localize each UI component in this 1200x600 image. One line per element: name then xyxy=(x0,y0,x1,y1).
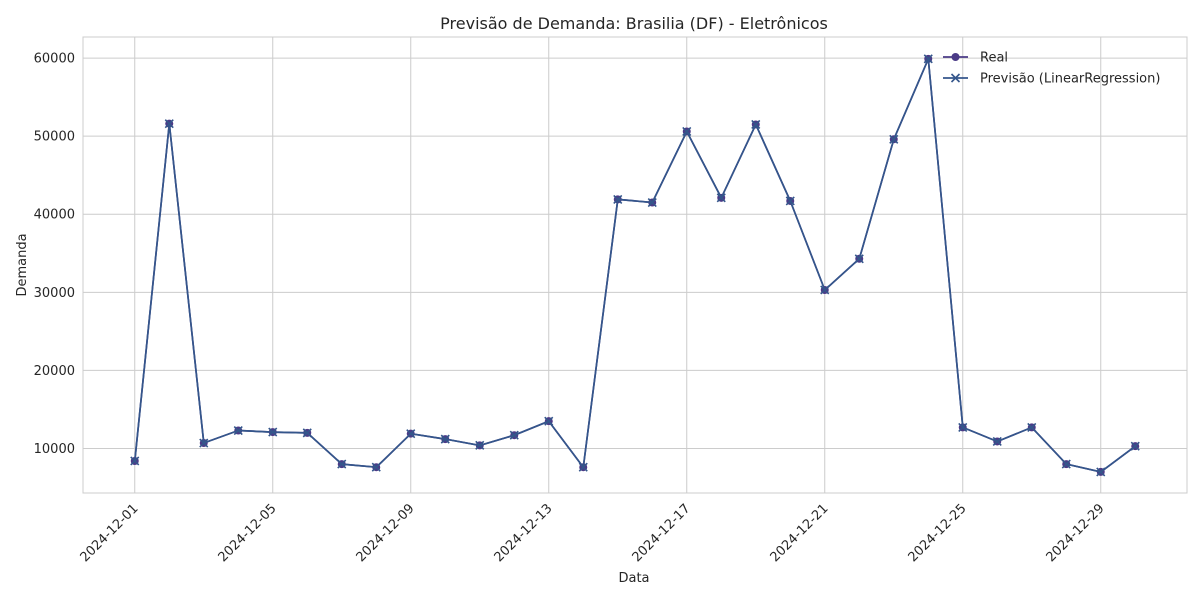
data-point xyxy=(958,422,968,432)
plot-frame xyxy=(82,36,1188,494)
data-point xyxy=(785,196,795,206)
x-axis-label: Data xyxy=(618,571,649,586)
x-tick-label: 2024-12-05 xyxy=(216,501,280,565)
grid xyxy=(83,37,1187,493)
data-point xyxy=(268,427,278,437)
data-point xyxy=(682,126,692,137)
data-point xyxy=(578,462,588,472)
data-point xyxy=(544,416,554,426)
y-tick-label: 20000 xyxy=(34,364,75,379)
x-axis: 2024-12-01 2024-12-05 2024-12-09 2024-12-13… xyxy=(78,501,1108,565)
data-point xyxy=(1096,467,1106,477)
data-point xyxy=(440,434,450,444)
legend-item: Previsão (LinearRegression) xyxy=(943,72,1160,87)
data-point xyxy=(406,429,416,439)
series-layer xyxy=(130,54,1140,477)
legend-label: Real xyxy=(980,51,1008,66)
x-tick-label: 2024-12-25 xyxy=(906,501,970,565)
x-tick-label: 2024-12-17 xyxy=(630,501,694,565)
series-line xyxy=(133,58,1136,473)
x-tick-label: 2024-12-09 xyxy=(354,501,418,565)
series-previsao xyxy=(130,54,1140,477)
data-point xyxy=(130,456,140,466)
data-point xyxy=(475,440,485,450)
data-point xyxy=(371,462,381,472)
legend-label: Previsão (LinearRegression) xyxy=(980,72,1160,87)
y-tick-label: 10000 xyxy=(34,442,75,457)
x-tick-label: 2024-12-29 xyxy=(1044,501,1108,565)
series-line xyxy=(133,58,1136,473)
data-point xyxy=(1027,422,1037,432)
data-point xyxy=(302,428,312,438)
data-point xyxy=(889,134,899,144)
legend-marker xyxy=(951,53,960,61)
data-point xyxy=(233,425,243,436)
x-tick-label: 2024-12-21 xyxy=(768,501,832,565)
data-point xyxy=(716,193,726,203)
chart-title: Previsão de Demanda: Brasilia (DF) - Ele… xyxy=(440,14,828,33)
data-point xyxy=(164,119,174,129)
legend-marker xyxy=(950,73,961,83)
legend-item: Real xyxy=(943,51,1008,66)
data-point xyxy=(647,197,657,208)
data-point xyxy=(751,119,761,130)
data-point xyxy=(854,254,864,264)
series-real xyxy=(130,54,1140,476)
data-point xyxy=(820,285,830,295)
data-point xyxy=(992,436,1002,447)
data-point xyxy=(1061,459,1071,469)
y-axis: 10000 20000 30000 40000 50000 60000 xyxy=(34,52,75,457)
x-tick-label: 2024-12-01 xyxy=(78,501,142,565)
y-tick-label: 60000 xyxy=(34,52,75,67)
data-point xyxy=(613,194,623,204)
y-tick-label: 50000 xyxy=(34,130,75,145)
y-tick-label: 40000 xyxy=(34,208,75,223)
y-axis-label: Demanda xyxy=(15,233,30,296)
data-point xyxy=(923,54,933,64)
data-point xyxy=(199,438,209,448)
data-point xyxy=(337,459,347,469)
legend: Real Previsão (LinearRegression) xyxy=(943,51,1160,87)
data-point xyxy=(1130,441,1140,451)
y-tick-label: 30000 xyxy=(34,286,75,301)
data-point xyxy=(509,430,519,440)
x-tick-label: 2024-12-13 xyxy=(492,501,556,565)
